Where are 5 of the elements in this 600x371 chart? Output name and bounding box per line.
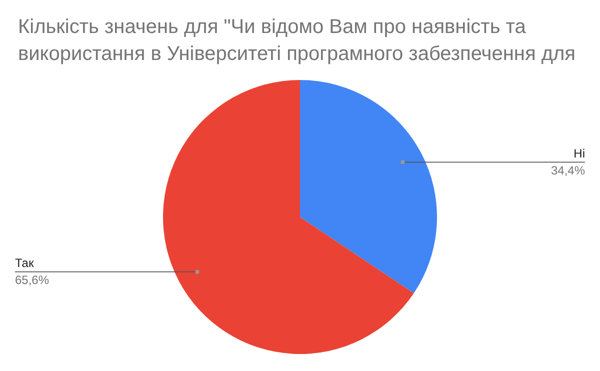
slice-label: Ні — [574, 146, 585, 160]
data-label: 34,4% — [550, 164, 586, 178]
data-label: 65,6% — [15, 273, 50, 288]
chart-title: Кількість значень для "Чи відомо Вам про наявність та використання в Університеті програмного забезпечення для — [18, 15, 576, 67]
slice-label: Так — [15, 256, 34, 270]
